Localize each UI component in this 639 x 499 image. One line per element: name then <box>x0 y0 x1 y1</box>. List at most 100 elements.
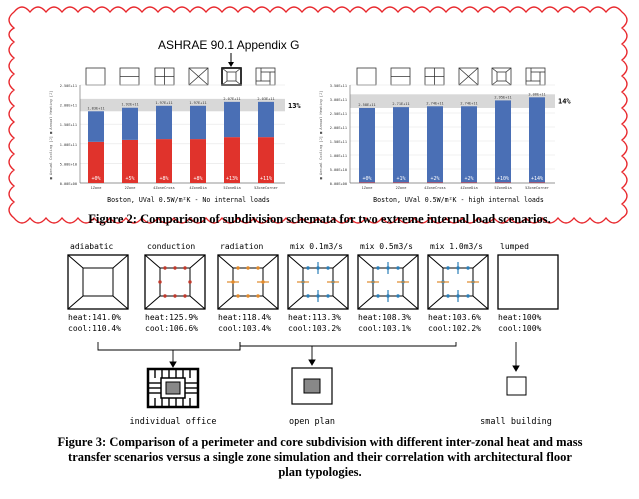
bar-total-label: 3.06E+11 <box>528 92 545 96</box>
fig2-panel: ASHRAE 90.1 Appendix G 0.00E+00 5.00E+10 1… <box>8 6 628 224</box>
y-tick-label: 2.50E+11 <box>60 84 77 88</box>
bar-total-label: 1.92E+11 <box>121 103 138 107</box>
bar-cooling <box>359 107 375 183</box>
fig2-caption: Figure 2: Comparison of subdivision sche… <box>88 212 551 226</box>
x-axis-label: Boston, UVal 0.5W/m²K - high internal lo… <box>373 196 544 204</box>
scenario-diagonal <box>472 254 489 269</box>
typology-label-open-plan: open plan <box>289 417 335 427</box>
transfer-marker-icon <box>396 294 400 298</box>
x-tick-label: 2Zone <box>125 186 136 190</box>
scenario-diagonal <box>427 254 444 269</box>
bar-total-label: 2.07E+11 <box>223 97 240 101</box>
y-tick-label: 5.00E+10 <box>60 162 77 166</box>
transfer-marker-icon <box>256 294 260 298</box>
scenario-diagonal <box>332 254 349 269</box>
scenario-heat-value: heat:108.3% <box>358 313 411 322</box>
typology-small-building-icon <box>506 376 527 396</box>
scenario-diagonal <box>402 254 419 269</box>
scenario-2: radiation heat:118.4% cool:103.4% <box>217 242 279 333</box>
bar-total-label: 2.95E+11 <box>494 95 511 99</box>
fig3-diagram: adiabatic heat:141.0% cool:110.4% conductio… <box>67 242 559 427</box>
fig2-annotation: ASHRAE 90.1 Appendix G <box>158 38 299 52</box>
transfer-marker-icon <box>466 294 470 298</box>
bar-heating <box>529 182 545 183</box>
bar-pct-label: +10% <box>497 176 509 182</box>
y-tick-label: 5.00E+10 <box>330 168 347 172</box>
scenario-diagonal <box>357 295 374 310</box>
scenario-6: lumped heat:100% cool:100% <box>497 242 559 333</box>
range-label: 13% <box>288 102 301 110</box>
scenario-diagonal <box>402 295 419 310</box>
range-band <box>350 94 555 108</box>
y-tick-label: 0.00E+00 <box>60 182 77 186</box>
bar-total-label: 1.97E+11 <box>189 101 206 105</box>
transfer-marker-icon <box>376 266 380 270</box>
transfer-marker-icon <box>236 294 240 298</box>
transfer-marker-icon <box>446 266 450 270</box>
scenario-diagonal <box>357 254 374 269</box>
bar-heating <box>461 182 477 183</box>
bar-total-label: 1.83E+11 <box>87 106 104 110</box>
range-label: 14% <box>558 97 571 105</box>
x-axis-label: Boston, UVal 0.5W/m²K - No internal load… <box>107 196 270 204</box>
bar-total-label: 2.03E+11 <box>257 97 274 101</box>
bar-heating <box>224 137 240 183</box>
typology-individual-office-icon <box>146 367 200 409</box>
scenario-label: mix 0.5m3/s <box>360 242 413 251</box>
scenario-cool-value: cool:103.4% <box>218 324 271 333</box>
scenario-5: mix 1.0m3/s heat:103.6% cool:102.2% <box>427 242 489 333</box>
bar-pct-label: +13% <box>226 176 238 182</box>
transfer-marker-icon <box>158 280 162 284</box>
bar-pct-label: +1% <box>396 176 405 182</box>
bar-pct-label: +11% <box>260 176 272 182</box>
scenario-outer-box <box>497 254 559 310</box>
bar-cooling <box>461 106 477 183</box>
bar-cooling <box>529 97 545 183</box>
transfer-marker-icon <box>163 266 167 270</box>
typology-open-plan-icon <box>291 367 333 405</box>
chart-no-internal-loads: 0.00E+00 5.00E+10 1.00E+11 1.50E+11 2.00E+11… <box>49 84 301 204</box>
scenario-diagonal <box>262 254 279 269</box>
scenario-heat-value: heat:100% <box>498 313 542 322</box>
transfer-marker-icon <box>466 266 470 270</box>
schematic-icons-right <box>356 67 546 86</box>
y-tick-label: 1.50E+11 <box>330 140 347 144</box>
scenario-diagonal <box>217 254 234 269</box>
x-tick-label: 4ZoneCross <box>153 186 175 190</box>
scenario-0: adiabatic heat:141.0% cool:110.4% <box>67 242 129 333</box>
scenario-3: mix 0.1m3/s heat:113.3% cool:103.2% <box>287 242 349 333</box>
typology-label-small-building: small building <box>480 417 552 427</box>
scenario-cool-value: cool:110.4% <box>68 324 121 333</box>
scenario-diagonal <box>144 254 161 269</box>
scenario-diagonal <box>189 254 206 269</box>
bar-total-label: 2.58E+11 <box>358 103 375 107</box>
bar-pct-label: +8% <box>159 176 168 182</box>
scenario-4: mix 0.5m3/s heat:108.3% cool:103.1% <box>357 242 419 333</box>
bar-heating <box>122 139 138 183</box>
y-tick-label: 3.00E+11 <box>330 98 347 102</box>
bar-heating <box>495 182 511 183</box>
bar-heating <box>427 182 443 183</box>
bar-pct-label: +8% <box>193 176 202 182</box>
y-tick-label: 1.00E+11 <box>330 154 347 158</box>
transfer-marker-icon <box>163 294 167 298</box>
bar-pct-label: +14% <box>531 176 543 182</box>
x-tick-label: 4ZoneCross <box>424 186 446 190</box>
scenario-diagonal <box>112 254 129 269</box>
x-tick-label: 5ZoneCorner <box>525 186 550 190</box>
x-tick-label: 4ZoneDia <box>460 186 477 190</box>
bar-heating <box>88 141 104 183</box>
scenario-label: mix 1.0m3/s <box>430 242 483 251</box>
y-tick-label: 1.00E+11 <box>60 143 77 147</box>
bar-pct-label: +2% <box>464 176 473 182</box>
transfer-marker-icon <box>446 294 450 298</box>
x-tick-label: 5ZoneCorner <box>254 186 279 190</box>
bar-pct-label: +2% <box>430 176 439 182</box>
bar-pct-label: +0% <box>91 176 100 182</box>
scenario-label: lumped <box>500 242 529 251</box>
scenario-cool-value: cool:106.6% <box>145 324 198 333</box>
x-tick-label: 1Zone <box>362 186 373 190</box>
scenario-label: conduction <box>147 242 195 251</box>
scenario-label: mix 0.1m3/s <box>290 242 343 251</box>
scenario-heat-value: heat:141.0% <box>68 313 121 322</box>
